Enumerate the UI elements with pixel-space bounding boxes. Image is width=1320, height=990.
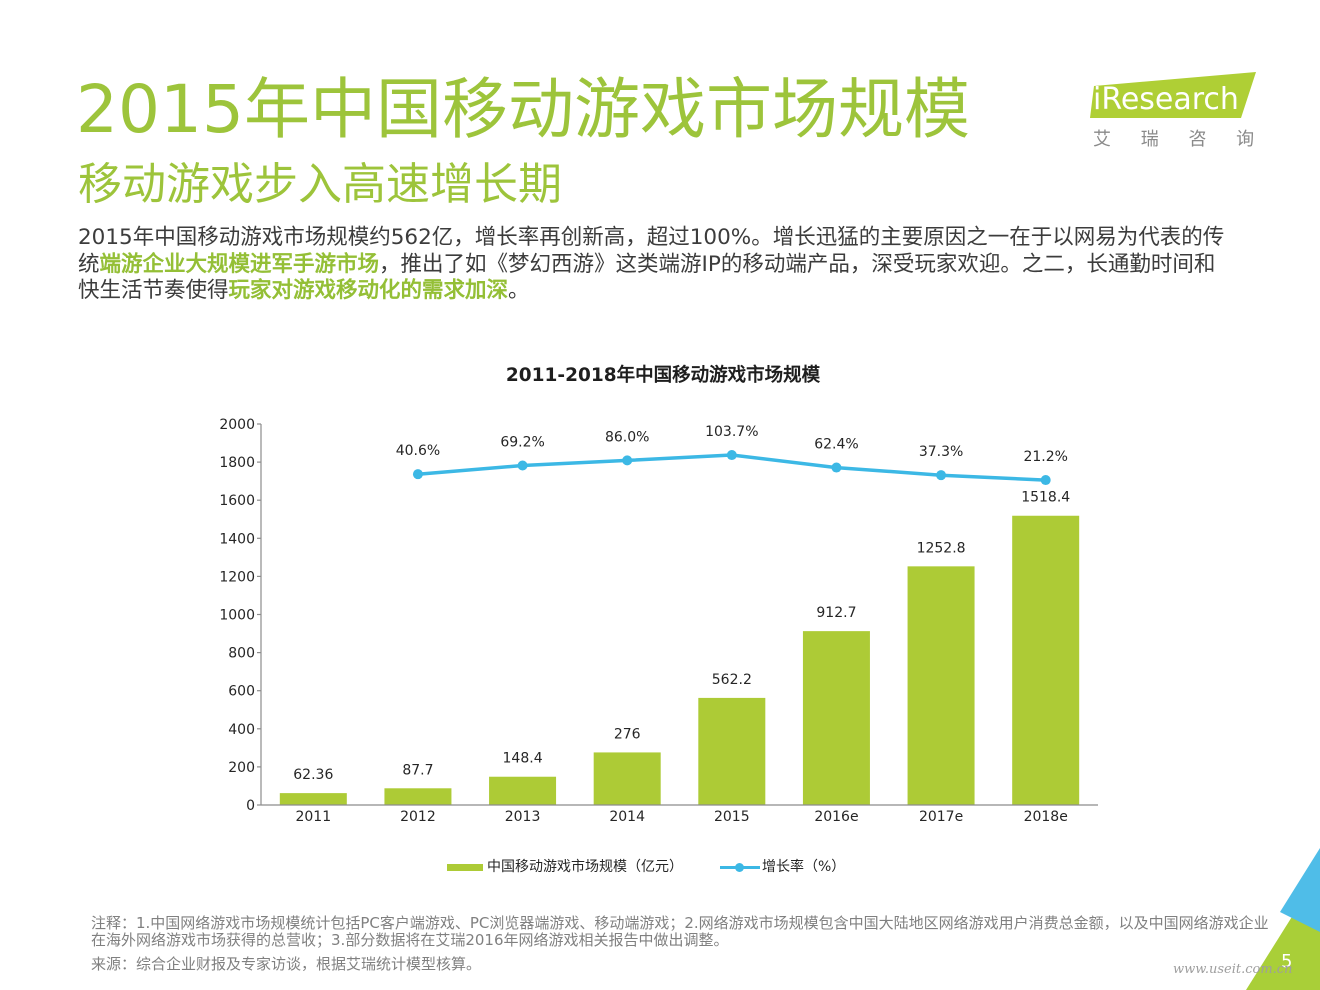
growth-rate-label: 21.2%: [1023, 449, 1067, 465]
bar-value-label: 148.4: [503, 751, 543, 767]
summary-text: 统: [78, 251, 100, 277]
watermark: www.useit.com.cn: [1173, 962, 1293, 977]
bar-2018e: [1012, 515, 1080, 805]
bar-2015: [698, 697, 766, 805]
summary-line: 2015年中国移动游戏市场规模约562亿，增长率再创新高，超过100%。增长迅猛…: [78, 225, 1224, 252]
note-line: 注释：1.中国网络游戏市场规模统计包括PC客户端游戏、PC浏览器端游戏、移动端游…: [91, 914, 1269, 932]
logo-tagline: 艾 瑞 咨 询: [1093, 129, 1267, 150]
iresearch-logo: iResearch 艾 瑞 咨 询: [1088, 70, 1266, 160]
growth-rate-point: [1040, 475, 1051, 486]
y-tick-label: 1600: [219, 493, 255, 509]
bar-value-label: 62.36: [293, 767, 333, 783]
chart-plot-area: 0 200 400 600 800 1000 1200 1400 1600 1800 2000 62.…: [219, 417, 1098, 825]
corner-blue-triangle: [1280, 848, 1320, 932]
legend-bar-swatch: [447, 863, 483, 871]
x-tick-label: 2015: [714, 809, 750, 825]
bar-value-label: 562.2: [712, 672, 752, 688]
corner-decoration: [1246, 848, 1320, 990]
bar-2016e: [802, 631, 870, 805]
growth-rate-point: [726, 450, 737, 461]
growth-rate-point: [622, 455, 633, 466]
bar-2014: [593, 752, 661, 805]
summary-highlight: 玩家对游戏移动化的需求加深: [228, 278, 509, 303]
source-note: 来源：综合企业财报及专家访谈，根据艾瑞统计模型核算。: [91, 955, 482, 973]
summary-line: 快生活节奏使得玩家对游戏移动化的需求加深。: [78, 278, 1224, 305]
growth-rate-label: 103.7%: [705, 424, 758, 440]
page-title: 2015年中国移动游戏市场规模: [76, 71, 970, 148]
bar-value-label: 276: [614, 726, 641, 742]
page-subtitle: 移动游戏步入高速增长期: [78, 159, 562, 210]
y-tick-label: 1200: [219, 569, 255, 585]
x-tick-label: 2017e: [919, 809, 963, 825]
legend-label-market-size: 中国移动游戏市场规模（亿元）: [487, 859, 683, 875]
growth-rate-label: 86.0%: [605, 429, 649, 445]
y-tick-label: 400: [228, 722, 255, 738]
summary-highlight: 端游企业大规模进军手游市场: [99, 251, 380, 277]
summary-text: 快生活节奏使得: [78, 278, 229, 303]
legend-marker-dot: [735, 862, 744, 872]
summary-text: 。: [508, 278, 530, 303]
bar-value-label: 1518.4: [1021, 490, 1070, 506]
summary-line: 统端游企业大规模进军手游市场，推出了如《梦幻西游》这类端游IP的移动端产品，深受…: [78, 252, 1224, 279]
bar-value-label: 87.7: [402, 762, 433, 778]
y-tick-label: 600: [228, 684, 255, 700]
chart-title: 2011-2018年中国移动游戏市场规模: [505, 365, 821, 386]
growth-rate-label: 40.6%: [396, 443, 440, 459]
x-tick-label: 2014: [609, 809, 645, 825]
growth-rate-point: [936, 470, 947, 481]
legend-item-market-size: 中国移动游戏市场规模（亿元）: [447, 857, 683, 877]
y-tick-label: 1000: [219, 608, 255, 624]
growth-rate-label: 37.3%: [919, 444, 963, 460]
x-tick-label: 2018e: [1024, 809, 1068, 825]
y-tick-label: 200: [228, 760, 255, 776]
market-size-chart: 2011-2018年中国移动游戏市场规模 0 200 400 600 800 1000 12…: [180, 355, 1140, 895]
bar-2011: [279, 793, 347, 805]
y-tick-label: 1800: [219, 455, 255, 471]
growth-rate-label: 69.2%: [500, 434, 544, 450]
y-tick-label: 1400: [219, 531, 255, 547]
growth-rate-point: [412, 469, 423, 480]
y-tick-label: 2000: [219, 417, 255, 433]
bar-2017e: [907, 566, 975, 805]
bar-2013: [489, 776, 557, 805]
summary-text: 2015年中国移动游戏市场规模约562亿，增长率再创新高，超过100%。增长迅猛…: [78, 225, 1225, 250]
x-tick-label: 2013: [505, 809, 541, 825]
footnotes: 注释：1.中国网络游戏市场规模统计包括PC客户端游戏、PC浏览器端游戏、移动端游…: [91, 915, 1269, 949]
logo-banner-shape: [1090, 72, 1256, 118]
bar-value-label: 912.7: [816, 605, 856, 621]
legend-item-growth-rate: 增长率（%）: [720, 857, 845, 877]
x-tick-label: 2011: [295, 809, 331, 825]
y-tick-label: 0: [246, 798, 255, 814]
note-line: 在海外网络游戏市场获得的总营收；3.部分数据将在艾瑞2016年网络游戏相关报告中…: [91, 931, 729, 949]
y-tick-label: 800: [228, 646, 255, 662]
growth-rate-point: [831, 462, 842, 473]
legend-line-swatch: [720, 862, 760, 872]
summary-paragraph: 2015年中国移动游戏市场规模约562亿，增长率再创新高，超过100%。增长迅猛…: [78, 225, 1224, 305]
bar-2012: [384, 788, 452, 805]
x-tick-label: 2012: [400, 809, 436, 825]
legend-label-growth-rate: 增长率（%）: [762, 859, 846, 875]
summary-text: ，推出了如《梦幻西游》这类端游IP的移动端产品，深受玩家欢迎。之二，长通勤时间和: [379, 251, 1216, 277]
page-number: 5: [1281, 951, 1293, 972]
growth-rate-label: 62.4%: [814, 437, 858, 453]
growth-rate-point: [517, 460, 528, 471]
bar-value-label: 1252.8: [917, 540, 966, 556]
logo-brand-text: iResearch: [1093, 82, 1239, 117]
x-tick-label: 2016e: [814, 809, 858, 825]
